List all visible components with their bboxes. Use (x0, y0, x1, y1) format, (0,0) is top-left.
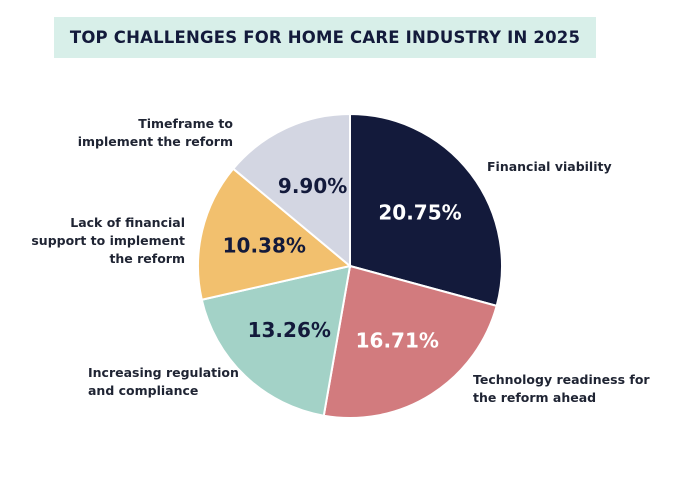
pie-value-timeframe: 9.90% (278, 174, 347, 198)
pie-slice-technology-readiness (322, 264, 498, 419)
pie-value-technology-readiness: 16.71% (356, 328, 439, 352)
label-timeframe: Timeframe to implement the reform (77, 116, 233, 149)
chart-title: TOP CHALLENGES FOR HOME CARE INDUSTRY IN… (69, 28, 581, 47)
label-lack-of-financial-support: Lack of financial support to implement t… (31, 215, 185, 266)
pie-value-increasing-regulation: 13.26% (248, 318, 331, 342)
pie-slice-lack-of-financial-support (197, 167, 353, 301)
pie-slice-timeframe (231, 112, 351, 269)
pie-slice-financial-viability (349, 112, 503, 308)
label-increasing-regulation: Increasing regulation and compliance (88, 365, 239, 398)
pie-value-lack-of-financial-support: 10.38% (223, 233, 306, 257)
label-technology-readiness: Technology readiness for the reform ahea… (473, 372, 650, 405)
label-financial-viability: Financial viability (487, 159, 612, 174)
pie-value-financial-viability: 20.75% (378, 200, 461, 224)
pie-slice-increasing-regulation (200, 264, 352, 417)
chart-title-banner: TOP CHALLENGES FOR HOME CARE INDUSTRY IN… (54, 17, 596, 58)
